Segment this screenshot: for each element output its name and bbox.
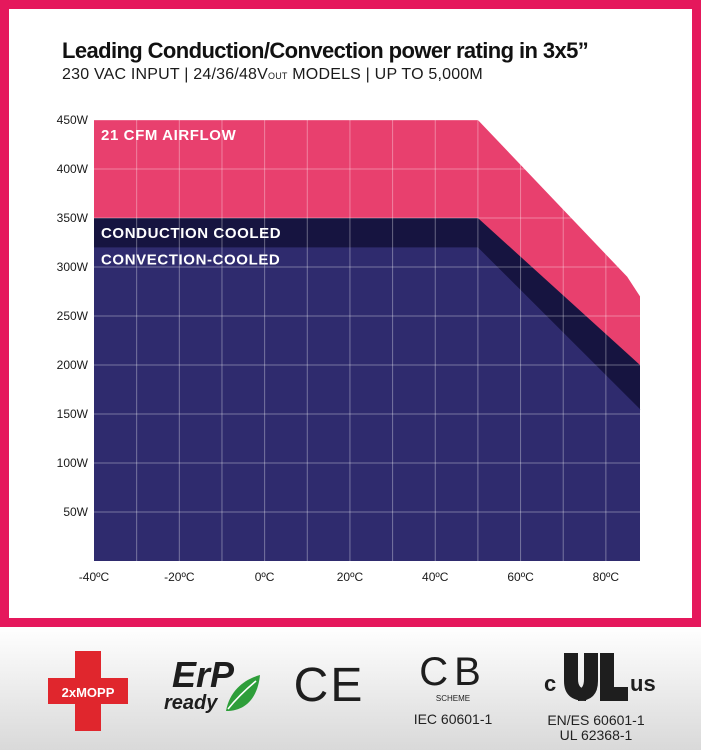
cb-label: CB [419, 650, 487, 694]
cb-scheme-logo: CB SCHEME [419, 650, 487, 703]
y-tick-label: 400W [57, 162, 89, 176]
cb-standard: IEC 60601-1 [413, 711, 493, 727]
series-label-3: CONVECTION-COOLED [101, 251, 280, 268]
ul-recognized-logo: c us [544, 653, 656, 701]
ul-standards: EN/ES 60601-1 UL 62368-1 [528, 713, 664, 743]
mopp-label: 2xMOPP [62, 685, 115, 700]
series-label-2: CONDUCTION COOLED [101, 225, 281, 242]
x-tick-label: 40ºC [422, 570, 449, 584]
ce-label: CE [294, 659, 364, 707]
x-tick-label: 80ºC [593, 570, 620, 584]
x-tick-label: 0ºC [255, 570, 275, 584]
subtitle-subscript: OUT [268, 71, 288, 81]
chart-subtitle: 230 VAC INPUT | 24/36/48VOUT MODELS | UP… [62, 66, 483, 84]
subtitle-rest: MODELS | UP TO 5,000M [287, 66, 483, 83]
y-tick-label: 50W [63, 505, 88, 519]
mopp-cross-icon [48, 651, 128, 731]
derating-chart: 50W 100W 150W 200W 250W 300W 350W 400W 450W -40ºC… [57, 113, 640, 584]
subtitle-main: 230 VAC INPUT | 24/36/48V [62, 66, 269, 83]
ce-logo: CE [294, 659, 364, 707]
ul-standard-1: EN/ES 60601-1 [547, 712, 645, 728]
x-tick-label: 20ºC [337, 570, 364, 584]
y-tick-label: 100W [57, 456, 89, 470]
y-tick-label: 250W [57, 309, 89, 323]
ul-us-label: us [630, 671, 656, 696]
y-tick-label: 350W [57, 211, 89, 225]
erp-label: ErP [172, 654, 235, 695]
ul-standard-2: UL 62368-1 [559, 727, 633, 743]
y-tick-label: 150W [57, 407, 89, 421]
erp-ready-label: ready [164, 692, 218, 714]
cb-scheme-label: SCHEME [436, 694, 470, 703]
x-tick-label: 60ºC [507, 570, 534, 584]
y-tick-label: 450W [57, 113, 89, 127]
chart-title: Leading Conduction/Convection power rati… [62, 38, 589, 63]
x-tick-label: -40ºC [79, 570, 110, 584]
ul-mark-icon [564, 653, 628, 701]
mopp-logo: 2xMOPP [48, 651, 128, 731]
x-tick-label: -20ºC [164, 570, 195, 584]
ul-c-label: c [544, 671, 556, 696]
certification-footer: 2xMOPP ErP ready CE CB SCHEME IEC 60601-… [0, 627, 701, 750]
series-area-3 [94, 247, 640, 561]
erp-ready-logo: ErP ready [164, 654, 260, 714]
leaf-vein-icon [227, 680, 257, 710]
y-tick-label: 200W [57, 358, 89, 372]
series-label-1: 21 CFM AIRFLOW [101, 127, 237, 144]
y-tick-label: 300W [57, 260, 89, 274]
